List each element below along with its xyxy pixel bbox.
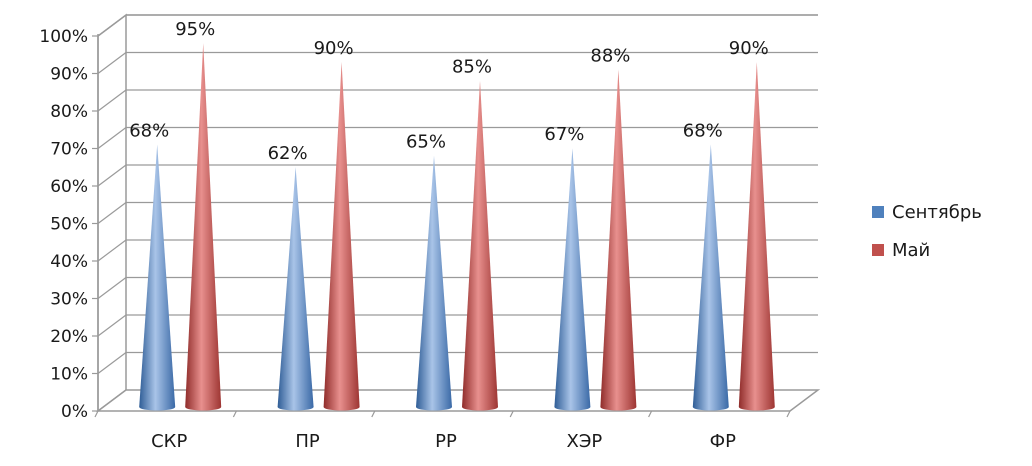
x-tick-label: СКР <box>151 431 187 452</box>
x-tick-mark <box>509 410 514 418</box>
cone-september-4 <box>692 144 729 411</box>
data-label: 68% <box>683 120 723 141</box>
y-tick-label: 40% <box>50 252 88 272</box>
y-tick-label: 0% <box>61 402 88 422</box>
x-tick-label: ПР <box>295 431 320 452</box>
gridline-side <box>97 164 127 187</box>
y-tick-label: 100% <box>39 27 88 47</box>
gridline-side <box>97 352 127 374</box>
legend: Сентябрь Май <box>872 202 982 261</box>
gridline-side <box>97 277 127 299</box>
cone-series <box>139 43 775 411</box>
x-tick-label: ХЭР <box>567 431 603 452</box>
gridline-side <box>97 14 127 37</box>
y-axis: 0% 10% 20% 30% 40% 50% 60% 70% 80% 90% 100% <box>39 27 98 422</box>
x-tick-mark <box>94 410 99 418</box>
cone-september-0 <box>139 144 176 411</box>
data-label: 88% <box>590 45 630 66</box>
cone-may-3 <box>600 69 637 411</box>
x-tick-mark <box>232 410 237 418</box>
y-tick-label: 50% <box>50 215 88 235</box>
cone-september-3 <box>554 148 591 411</box>
cone-september-2 <box>416 155 452 411</box>
legend-label-may: Май <box>892 240 930 261</box>
y-tick-label: 80% <box>50 102 88 122</box>
x-tick-mark <box>786 410 791 418</box>
gridline-side <box>97 314 127 337</box>
cone-may-4 <box>738 61 775 411</box>
cone-may-1 <box>323 61 360 411</box>
y-tick-label: 90% <box>50 65 88 85</box>
data-label: 90% <box>314 38 354 59</box>
gridline-side <box>97 127 127 149</box>
gridline-side <box>97 202 127 224</box>
data-label: 68% <box>129 120 169 141</box>
y-tick-label: 20% <box>50 327 88 347</box>
y-tick-label: 60% <box>50 177 88 197</box>
y-tick-label: 10% <box>50 365 88 385</box>
data-label: 67% <box>544 124 584 145</box>
x-tick-mark <box>371 410 376 418</box>
legend-label-september: Сентябрь <box>892 202 982 223</box>
cone-may-2 <box>462 80 498 411</box>
x-tick-label: РР <box>435 431 457 452</box>
y-tick-label: 30% <box>50 290 88 310</box>
cone-may-0 <box>185 43 222 411</box>
data-labels: 68% 95% 62% 90% 65% 85% 67% 88% 68% 90% <box>129 19 769 164</box>
gridline-side <box>97 89 127 112</box>
data-label: 95% <box>175 19 215 40</box>
cone-september-1 <box>277 166 314 411</box>
data-label: 85% <box>452 57 492 78</box>
x-axis: СКР ПР РР ХЭР ФР <box>94 410 791 452</box>
gridline-side <box>97 239 127 262</box>
x-tick-label: ФР <box>710 431 736 452</box>
legend-swatch-september <box>872 206 884 218</box>
legend-swatch-may <box>872 244 884 256</box>
data-label: 62% <box>268 143 308 164</box>
gridline-side <box>97 52 127 74</box>
y-tick-label: 70% <box>50 140 88 160</box>
data-label: 90% <box>729 38 769 59</box>
data-label: 65% <box>406 132 446 153</box>
x-tick-mark <box>648 410 653 418</box>
